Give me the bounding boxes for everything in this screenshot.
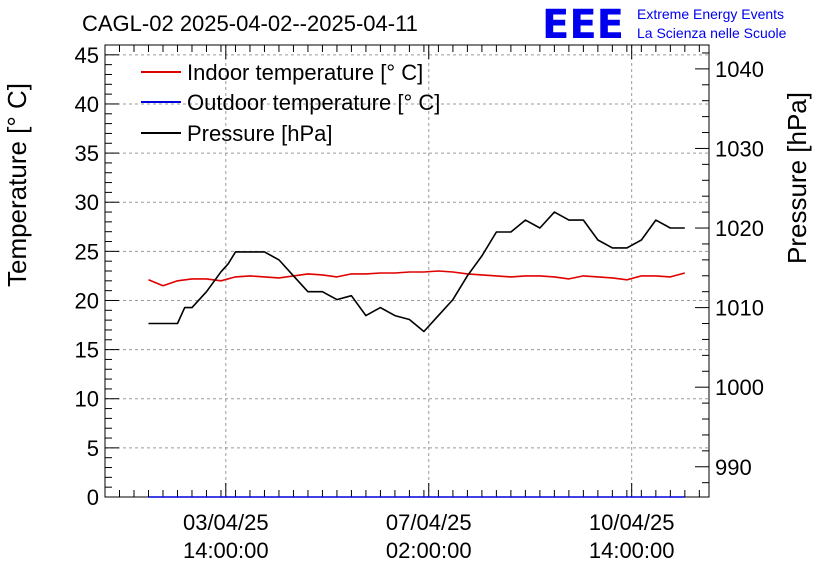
axis-ticks: 0 5 10 15 20 25 30 35 40 45 990 1000 1010 1020 1030 104… bbox=[75, 43, 764, 563]
y-left-tick-label: 25 bbox=[75, 239, 99, 264]
y-left-tick-label: 15 bbox=[75, 338, 99, 363]
y-right-tick-label: 1040 bbox=[715, 57, 764, 82]
series-line-indoor bbox=[148, 270, 686, 287]
brand-line-2: La Scienza nelle Scuole bbox=[637, 25, 787, 41]
brand-line-1: Extreme Energy Events bbox=[637, 6, 784, 22]
series-layer bbox=[148, 211, 686, 498]
y-axis-left-label: Temperature [° C] bbox=[2, 83, 32, 287]
x-tick-label-date: 07/04/25 bbox=[386, 510, 472, 535]
y-right-tick-label: 990 bbox=[715, 455, 752, 480]
y-right-tick-label: 1000 bbox=[715, 375, 764, 400]
y-right-tick-label: 1030 bbox=[715, 136, 764, 161]
chart-title: CAGL-02 2025-04-02--2025-04-11 bbox=[82, 11, 418, 36]
y-left-tick-label: 20 bbox=[75, 288, 99, 313]
y-right-tick-label: 1020 bbox=[715, 216, 764, 241]
x-tick-label-date: 10/04/25 bbox=[589, 510, 675, 535]
x-tick-label-date: 03/04/25 bbox=[183, 510, 269, 535]
legend-label-outdoor: Outdoor temperature [° C] bbox=[187, 90, 440, 115]
y-axis-right-label: Pressure [hPa] bbox=[782, 92, 812, 264]
series-line-pressure bbox=[148, 211, 685, 333]
y-left-tick-label: 40 bbox=[75, 92, 99, 117]
y-left-tick-label: 5 bbox=[87, 436, 99, 461]
y-left-tick-label: 45 bbox=[75, 43, 99, 68]
x-tick-label-time: 02:00:00 bbox=[386, 538, 472, 563]
y-left-tick-label: 30 bbox=[75, 190, 99, 215]
legend-label-pressure: Pressure [hPa] bbox=[187, 121, 333, 146]
y-right-tick-label: 1010 bbox=[715, 296, 764, 321]
grid bbox=[105, 45, 709, 497]
y-left-tick-label: 35 bbox=[75, 141, 99, 166]
legend-label-indoor: Indoor temperature [° C] bbox=[187, 60, 423, 85]
x-tick-label-time: 14:00:00 bbox=[589, 538, 675, 563]
y-left-tick-label: 10 bbox=[75, 387, 99, 412]
legend: Indoor temperature [° C] Outdoor tempera… bbox=[141, 60, 440, 146]
x-tick-label-time: 14:00:00 bbox=[183, 538, 269, 563]
eee-logo: EEE bbox=[542, 2, 624, 48]
y-left-tick-label: 0 bbox=[87, 485, 99, 510]
